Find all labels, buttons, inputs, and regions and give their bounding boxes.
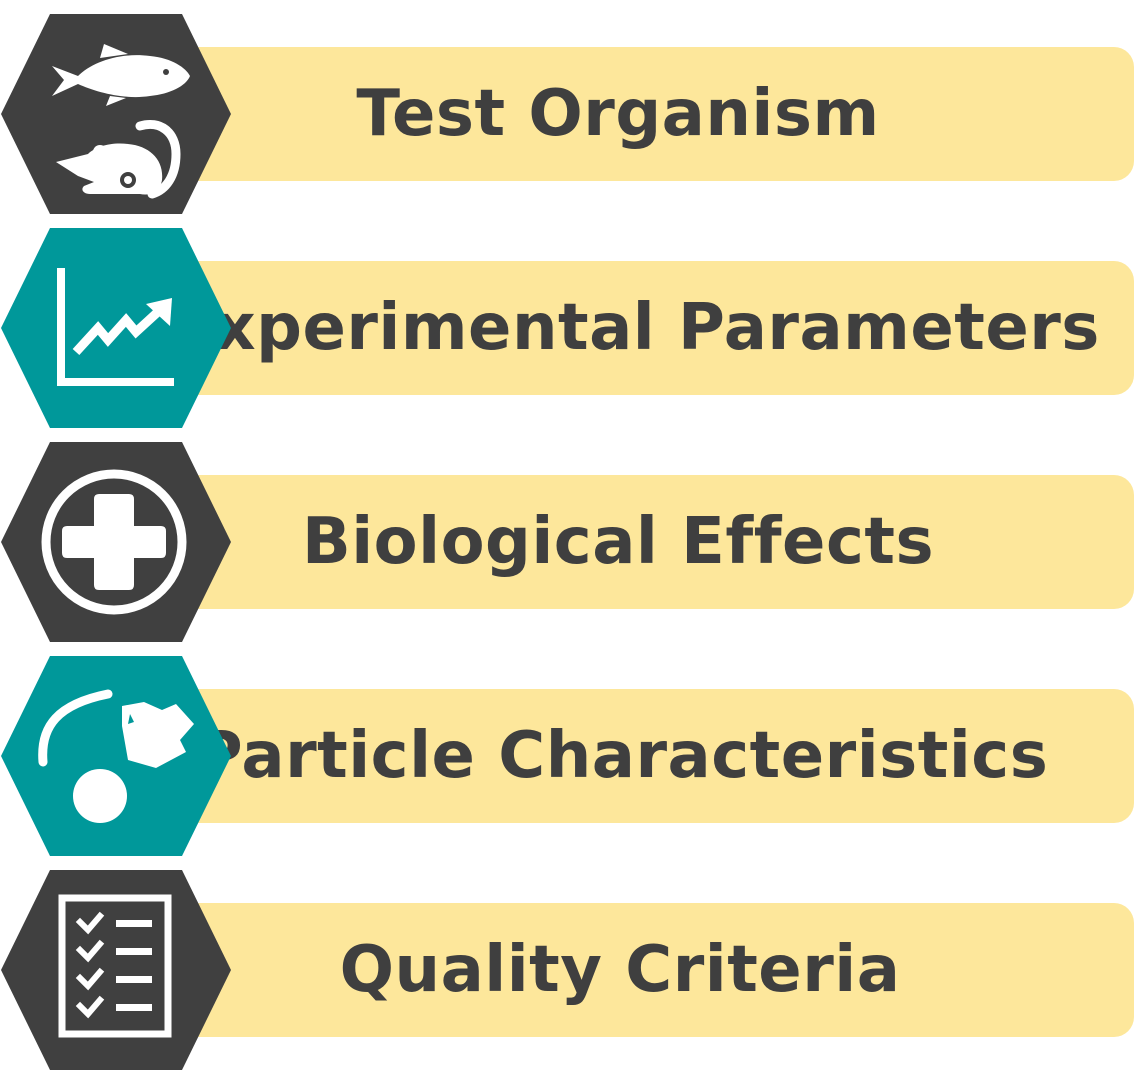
category-quality-criteria: Quality Criteria [0,870,1134,1070]
category-bar [150,261,1134,395]
category-biological-effects: Biological Effects [0,442,1134,642]
category-bar [150,475,1134,609]
trend-chart-icon [57,268,174,386]
category-particle-characteristics: Particle Characteristics [0,656,1134,856]
category-hexagon [0,442,232,642]
category-label: Biological Effects [301,505,935,579]
category-label: Particle Characteristics [195,719,1049,793]
fish-and-mouse-icon [52,44,190,199]
medical-cross-icon [41,469,187,615]
category-hexagon [0,870,232,1070]
category-bar [150,903,1134,1037]
category-experimental-parameters: Experimental Parameters [0,228,1134,428]
category-hexagon [0,14,232,214]
category-test-organism: Test Organism [0,14,1134,214]
category-hexagon [0,656,232,856]
category-hexagon [0,228,232,428]
category-label: Test Organism [356,77,880,151]
checklist-icon [58,894,172,1038]
particle-shapes-icon [38,689,194,823]
category-label: Quality Criteria [339,933,901,1007]
category-bar [150,47,1134,181]
category-bar [150,689,1134,823]
category-label: Experimental Parameters [170,291,1100,365]
